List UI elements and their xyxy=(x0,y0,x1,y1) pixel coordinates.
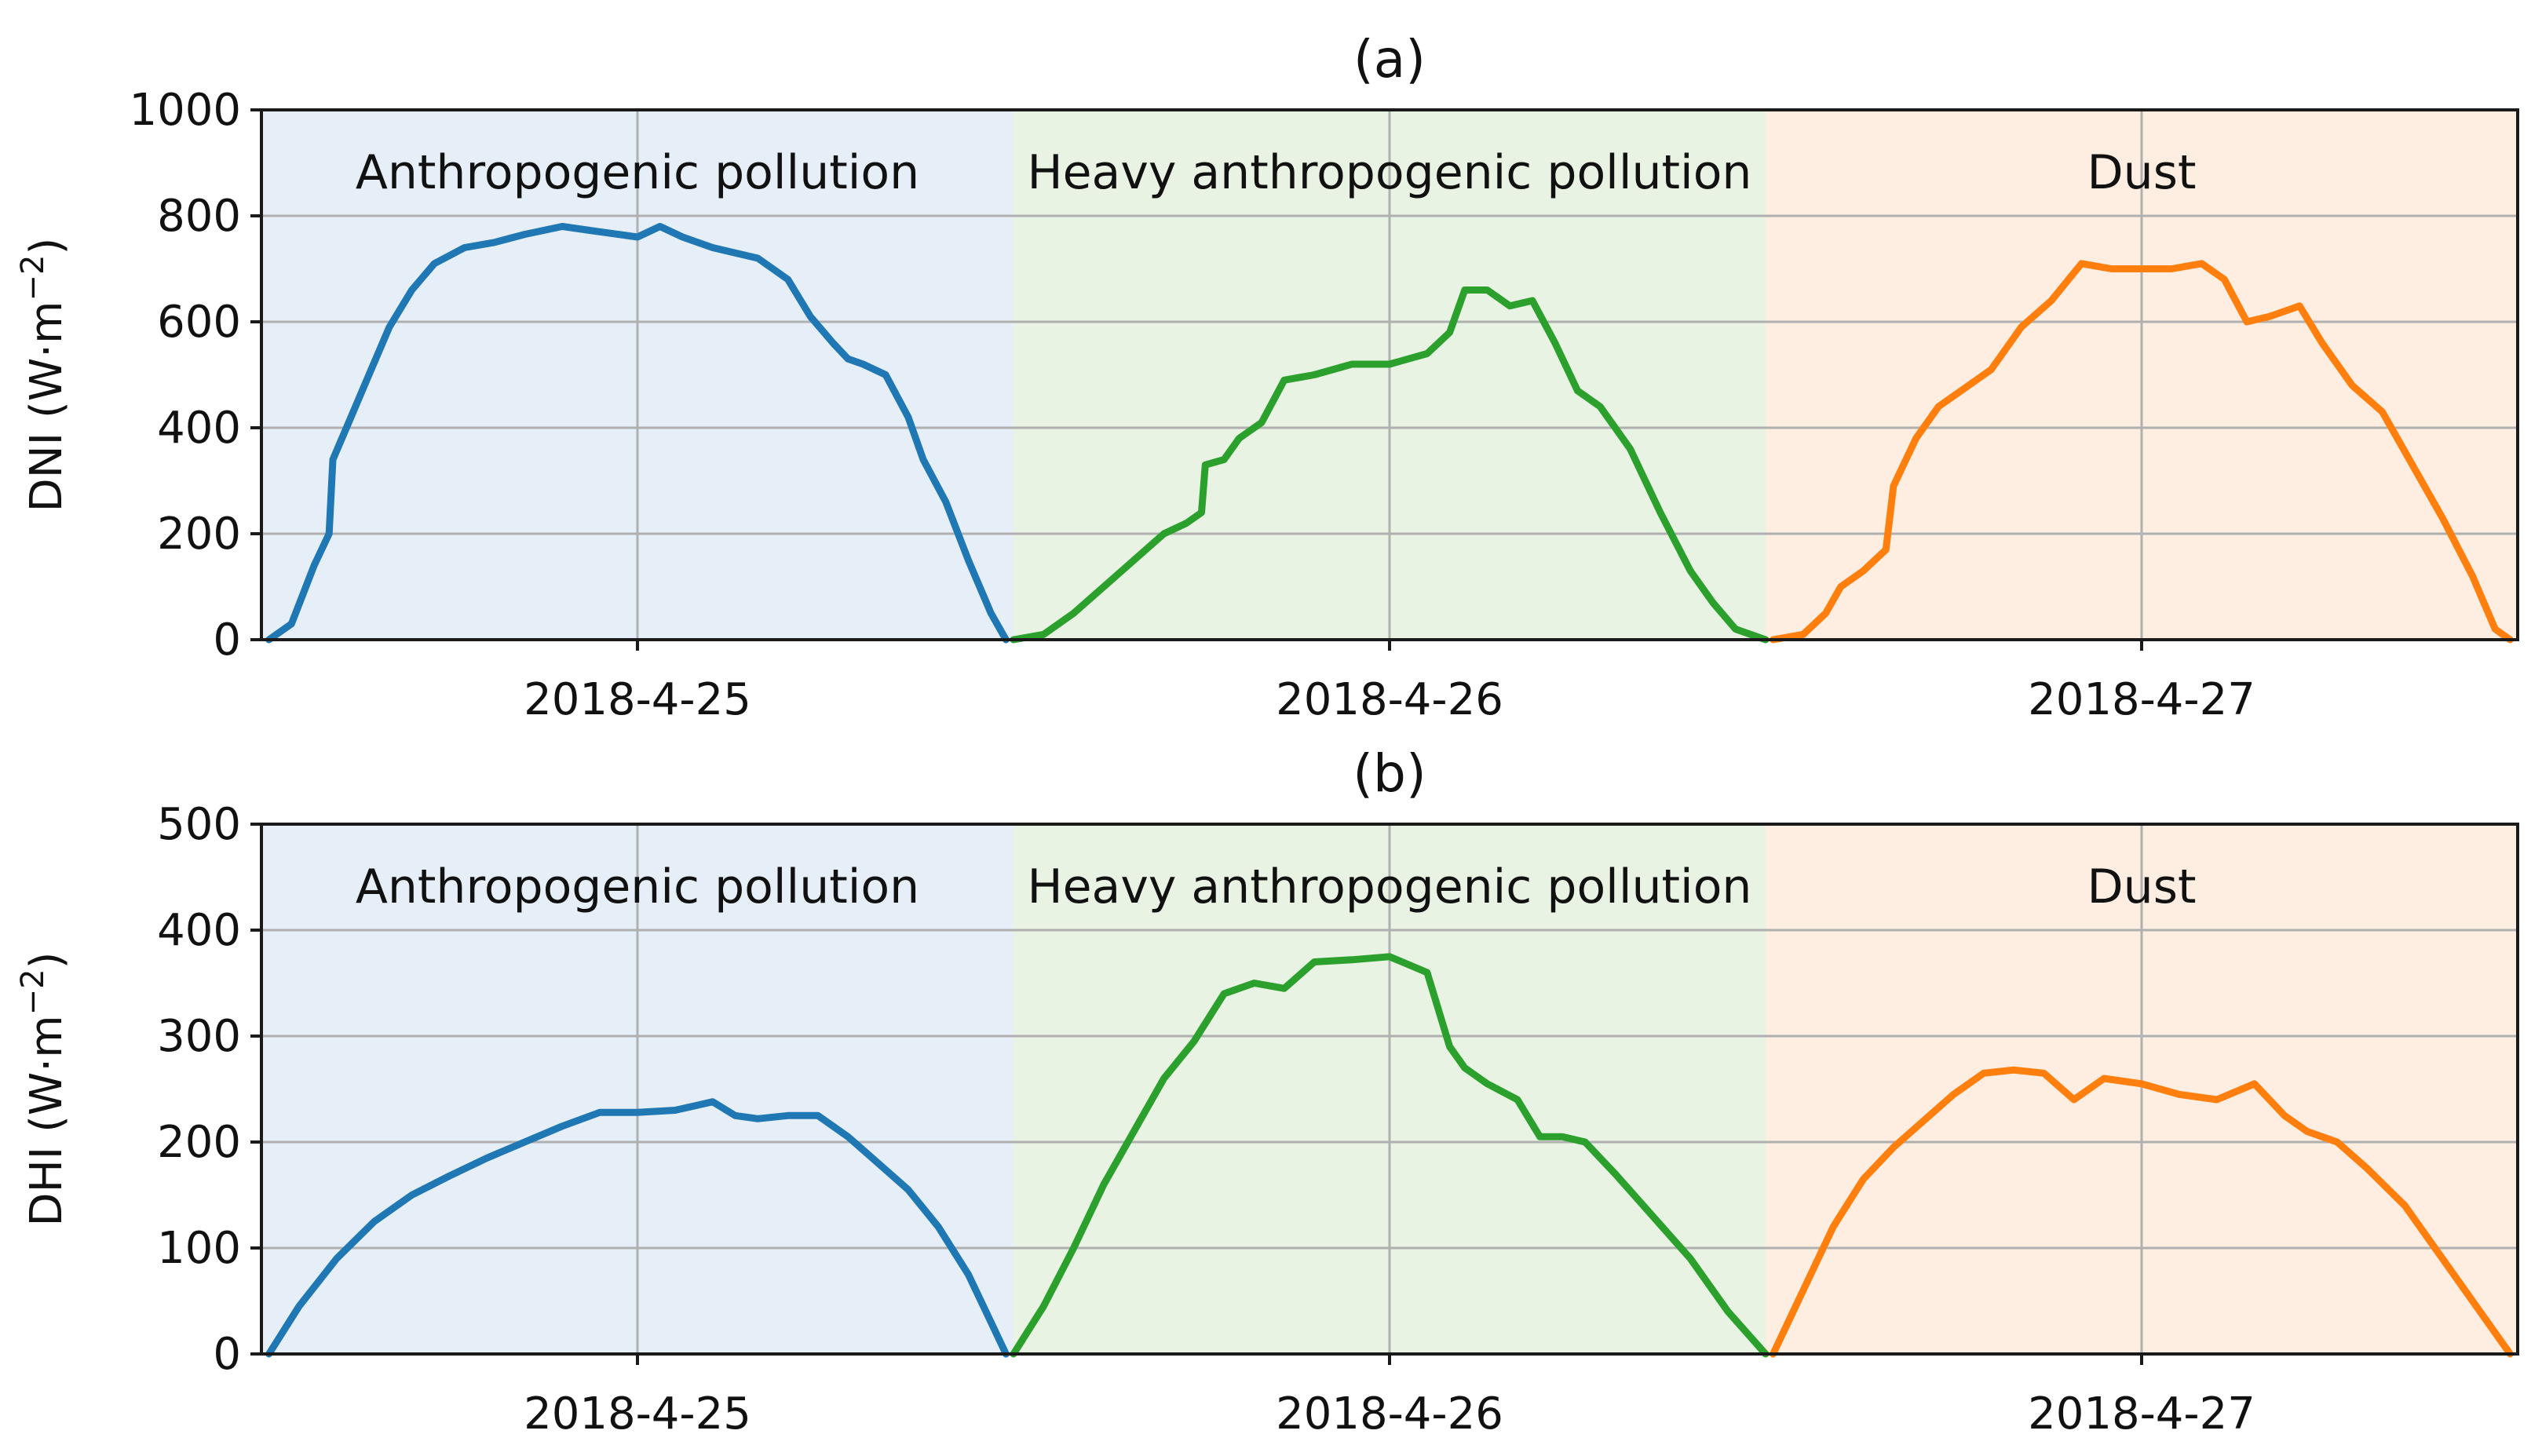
y-tick-label: 200 xyxy=(157,509,241,560)
x-axis-ticks: 2018-4-25 2018-4-26 2018-4-27 xyxy=(524,640,2255,725)
y-tick-label: 0 xyxy=(213,615,241,666)
region-label-heavy-anthropogenic: Heavy anthropogenic pollution xyxy=(1028,859,1752,914)
y-tick-label: 500 xyxy=(157,799,241,850)
region-label-heavy-anthropogenic: Heavy anthropogenic pollution xyxy=(1028,145,1752,200)
x-tick-label: 2018-4-26 xyxy=(1276,674,1503,725)
y-axis-ticks: 0 200 400 600 800 1000 xyxy=(129,85,261,666)
y-tick-label: 800 xyxy=(157,191,241,242)
series-line-3 xyxy=(1770,260,2514,644)
x-tick-label: 2018-4-25 xyxy=(524,674,751,725)
series-line-3 xyxy=(1770,1066,2514,1358)
region-label-anthropogenic: Anthropogenic pollution xyxy=(356,859,919,914)
y-tick-label: 100 xyxy=(157,1223,241,1274)
x-tick-label: 2018-4-27 xyxy=(2028,674,2255,725)
region-label-anthropogenic: Anthropogenic pollution xyxy=(356,145,919,200)
series-lines xyxy=(265,223,2514,644)
region-label-dust: Dust xyxy=(2087,859,2196,914)
region-label-dust: Dust xyxy=(2087,145,2196,200)
y-tick-label: 200 xyxy=(157,1117,241,1168)
x-tick-label: 2018-4-27 xyxy=(2028,1388,2255,1440)
y-tick-label: 300 xyxy=(157,1011,241,1062)
series-line-1 xyxy=(265,223,1010,644)
region-labels: Anthropogenic pollution Heavy anthropoge… xyxy=(356,859,2197,914)
series-line-2 xyxy=(1010,286,1770,644)
series-lines xyxy=(265,953,2514,1358)
series-line-1 xyxy=(265,1098,1010,1358)
panel-title: (b) xyxy=(1353,743,1426,804)
panel-title: (a) xyxy=(1353,29,1426,89)
y-axis-label: DNI (W·m−2) xyxy=(15,238,72,513)
x-tick-label: 2018-4-25 xyxy=(524,1388,751,1440)
y-axis-label: DHI (W·m−2) xyxy=(15,952,72,1227)
y-tick-label: 400 xyxy=(157,403,241,454)
y-tick-label: 1000 xyxy=(129,85,241,136)
series-line-2 xyxy=(1010,953,1770,1358)
x-axis-ticks: 2018-4-25 2018-4-26 2018-4-27 xyxy=(524,1354,2255,1440)
region-labels: Anthropogenic pollution Heavy anthropoge… xyxy=(356,145,2197,200)
panel-a: Anthropogenic pollution Heavy anthropoge… xyxy=(15,29,2519,725)
y-tick-label: 0 xyxy=(213,1329,241,1380)
y-tick-label: 600 xyxy=(157,297,241,348)
panel-b: Anthropogenic pollution Heavy anthropoge… xyxy=(15,743,2519,1440)
y-tick-label: 400 xyxy=(157,905,241,956)
x-tick-label: 2018-4-26 xyxy=(1276,1388,1503,1440)
y-axis-ticks: 0 100 200 300 400 500 xyxy=(157,799,261,1380)
